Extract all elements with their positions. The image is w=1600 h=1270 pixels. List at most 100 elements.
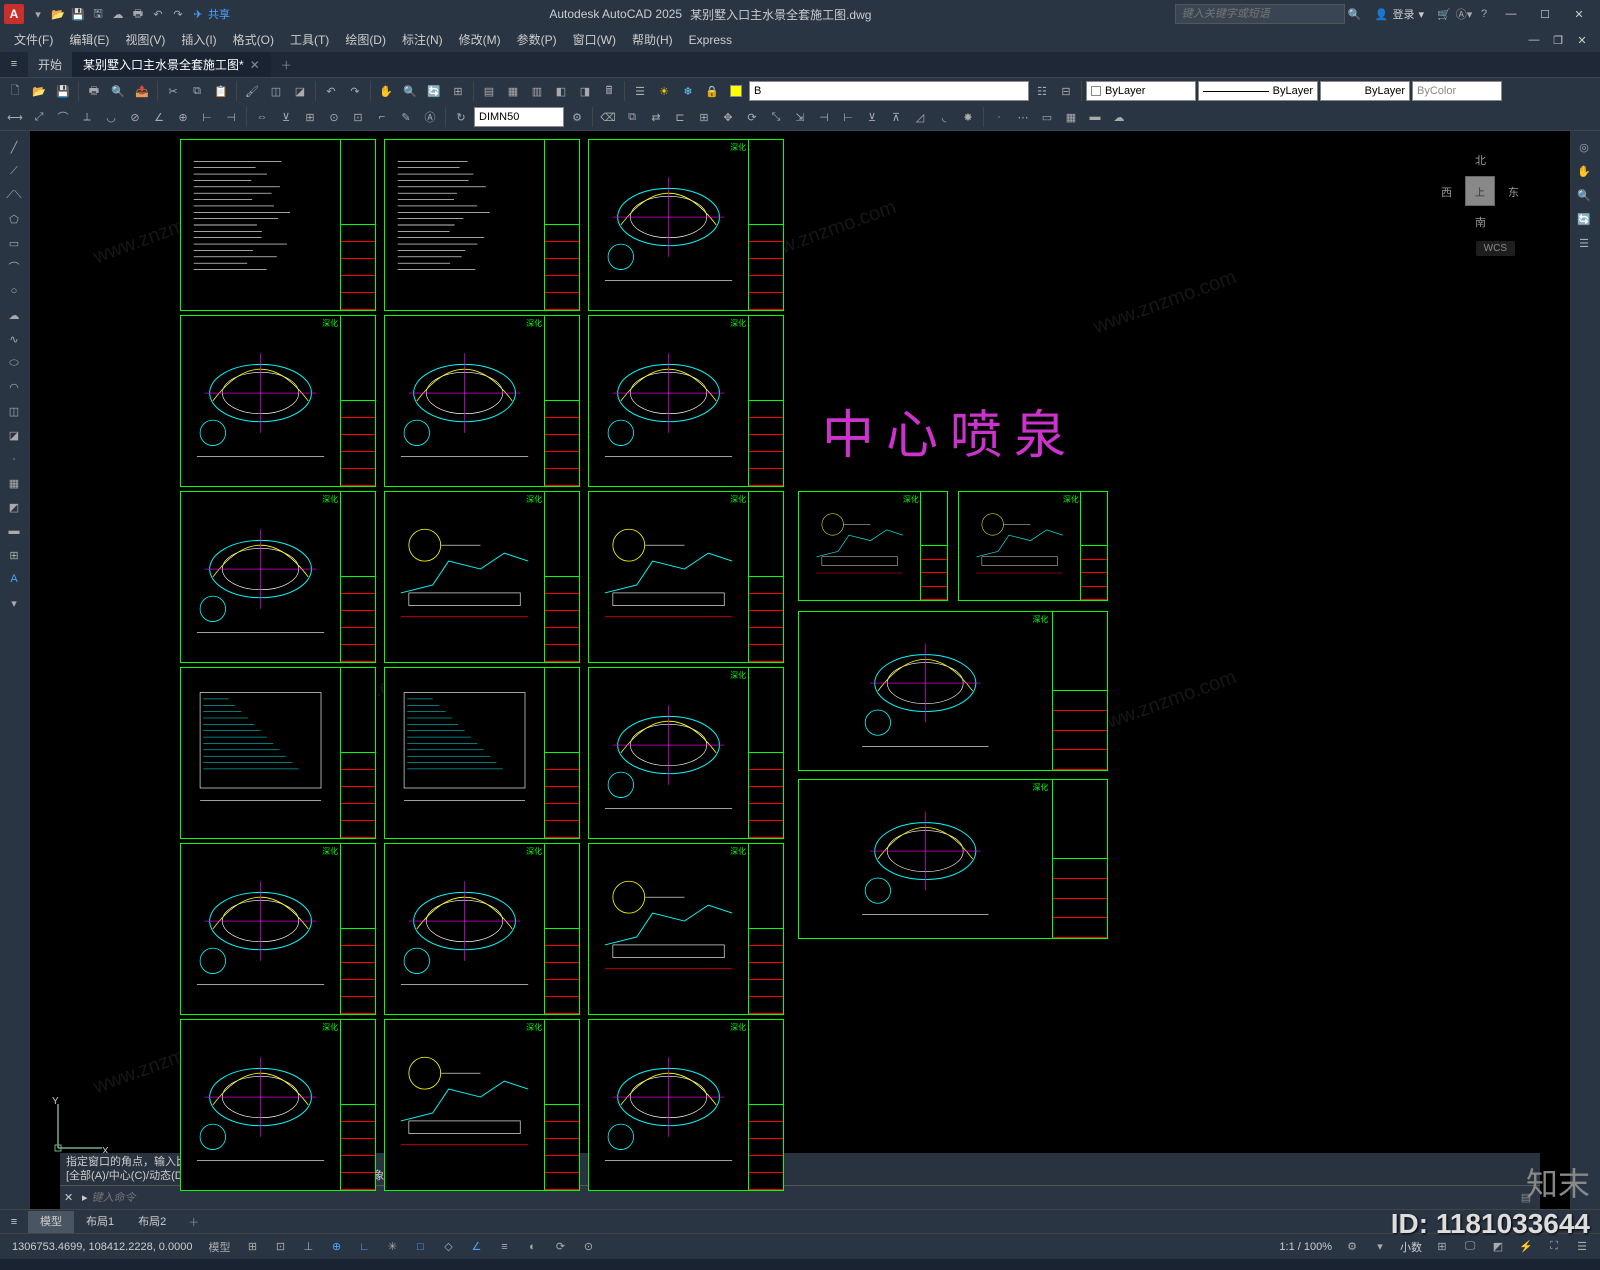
tb-new-icon[interactable]: 🗋: [4, 80, 26, 102]
draw-region-icon[interactable]: ▭: [1036, 106, 1058, 128]
draw-polygon-icon[interactable]: ⬠: [0, 207, 28, 231]
new-tab-button[interactable]: ＋: [271, 53, 302, 77]
plotstyle-dropdown[interactable]: ByColor: [1412, 81, 1502, 101]
status-otrack-icon[interactable]: ∠: [464, 1236, 488, 1258]
tb-paste-icon[interactable]: 📋: [210, 80, 232, 102]
nav-orbit-icon[interactable]: 🔄: [1570, 207, 1598, 231]
tb-publish-icon[interactable]: 📤: [131, 80, 153, 102]
login-button[interactable]: 👤 登录 ▾: [1375, 6, 1424, 22]
status-dynamic-icon[interactable]: ⊕: [324, 1236, 348, 1258]
tab-menu-icon[interactable]: ≡: [0, 51, 28, 77]
draw-ellarc-icon[interactable]: ◠: [0, 375, 28, 399]
dim-jog-icon[interactable]: ⌐: [371, 106, 393, 128]
dim-aligned-icon[interactable]: ⤢: [28, 106, 50, 128]
qat-web-icon[interactable]: ☁: [108, 4, 128, 24]
dim-update-icon[interactable]: ↻: [450, 106, 472, 128]
draw-hatch-icon[interactable]: ▦: [0, 471, 28, 495]
draw-block-icon[interactable]: ◪: [0, 423, 28, 447]
tb-sun-icon[interactable]: ☀: [653, 80, 675, 102]
mod-stretch-icon[interactable]: ⇲: [789, 106, 811, 128]
status-cycling-icon[interactable]: ⟳: [548, 1236, 572, 1258]
menu-modify[interactable]: 修改(M): [451, 28, 509, 52]
tb-color-icon[interactable]: [725, 80, 747, 102]
dim-angular-icon[interactable]: ∠: [148, 106, 170, 128]
help-search-input[interactable]: [1175, 4, 1345, 24]
cart-icon[interactable]: 🛒: [1434, 4, 1454, 24]
tb-zoom-icon[interactable]: 🔍: [399, 80, 421, 102]
search-icon[interactable]: 🔍: [1345, 4, 1365, 24]
linetype-dropdown[interactable]: ByLayer: [1198, 81, 1318, 101]
qat-undo-icon[interactable]: ↶: [148, 4, 168, 24]
qat-saveas-icon[interactable]: 🖫: [88, 4, 108, 24]
draw-insert-icon[interactable]: ◫: [0, 399, 28, 423]
mod-offset-icon[interactable]: ⊏: [669, 106, 691, 128]
help-icon[interactable]: ?: [1474, 4, 1494, 24]
tb-layermgr-icon[interactable]: ☷: [1031, 80, 1053, 102]
tab-document[interactable]: 某别墅入口主水景全套施工图*✕: [73, 52, 271, 77]
mod-chamfer-icon[interactable]: ◿: [909, 106, 931, 128]
tb-dcmgr-icon[interactable]: ◧: [550, 80, 572, 102]
layer-dropdown[interactable]: B: [749, 81, 1029, 101]
layout-tab-model[interactable]: 模型: [28, 1211, 74, 1233]
lineweight-dropdown[interactable]: ByLayer: [1320, 81, 1410, 101]
tb-layer-icon[interactable]: ☰: [629, 80, 651, 102]
status-model-icon[interactable]: 模型: [202, 1236, 236, 1258]
dim-diameter-icon[interactable]: ⊘: [124, 106, 146, 128]
tb-markup-icon[interactable]: ◨: [574, 80, 596, 102]
status-transp-icon[interactable]: ◐: [520, 1236, 544, 1258]
tb-redo-icon[interactable]: ↷: [344, 80, 366, 102]
mod-copy-icon[interactable]: ⧉: [621, 106, 643, 128]
nav-showmo-icon[interactable]: ☰: [1570, 231, 1598, 255]
menu-window[interactable]: 窗口(W): [565, 28, 624, 52]
tb-block2-icon[interactable]: ◪: [289, 80, 311, 102]
dim-inspect-icon[interactable]: ⊡: [347, 106, 369, 128]
viewcube-west[interactable]: 西: [1441, 184, 1452, 200]
qat-redo-icon[interactable]: ↷: [168, 4, 188, 24]
cmdline-close-icon[interactable]: ✕: [64, 1191, 82, 1204]
dim-quick-icon[interactable]: ⊕: [172, 106, 194, 128]
close-button[interactable]: ✕: [1562, 0, 1596, 28]
tb-sheet-icon[interactable]: ▦: [502, 80, 524, 102]
mod-erase-icon[interactable]: ⌫: [597, 106, 619, 128]
status-lwt-icon[interactable]: ≡: [492, 1236, 516, 1258]
draw-pline-icon[interactable]: ⟋⟍: [0, 183, 28, 207]
dim-style-icon[interactable]: ⚙: [566, 106, 588, 128]
draw-arc-icon[interactable]: ⌒: [0, 255, 28, 279]
tb-block-icon[interactable]: ◫: [265, 80, 287, 102]
mod-join-icon[interactable]: ⊼: [885, 106, 907, 128]
layout-menu-icon[interactable]: ≡: [0, 1216, 28, 1228]
tab-close-icon[interactable]: ✕: [250, 58, 260, 72]
tb-cut-icon[interactable]: ✂: [162, 80, 184, 102]
dim-linear-icon[interactable]: ⟷: [4, 106, 26, 128]
draw-point2-icon[interactable]: ·: [0, 447, 28, 471]
draw-ellipse-icon[interactable]: ⬭: [0, 351, 28, 375]
qat-share-icon[interactable]: ✈: [188, 4, 208, 24]
draw-revcloud-icon[interactable]: ☁: [0, 303, 28, 327]
dim-center-icon[interactable]: ⊙: [323, 106, 345, 128]
tb-match-icon[interactable]: 🖌: [241, 80, 263, 102]
layout-tab-1[interactable]: 布局1: [74, 1211, 126, 1233]
nav-zoom-icon[interactable]: 🔍: [1570, 183, 1598, 207]
mod-trim-icon[interactable]: ⊣: [813, 106, 835, 128]
dim-baseline-icon[interactable]: ⊢: [196, 106, 218, 128]
viewcube-east[interactable]: 东: [1508, 184, 1519, 200]
draw-divide-icon[interactable]: ⋯: [1012, 106, 1034, 128]
layout-tab-2[interactable]: 布局2: [126, 1211, 178, 1233]
doc-restore-button[interactable]: ❐: [1546, 28, 1570, 52]
draw-line-icon[interactable]: ╱: [0, 135, 28, 159]
nav-wheel-icon[interactable]: ◎: [1570, 135, 1598, 159]
draw-revcloud-icon[interactable]: ☁: [1108, 106, 1130, 128]
tb-orbit-icon[interactable]: 🔄: [423, 80, 445, 102]
tb-layerstate-icon[interactable]: ⊟: [1055, 80, 1077, 102]
menu-file[interactable]: 文件(F): [6, 28, 61, 52]
menu-format[interactable]: 格式(O): [225, 28, 282, 52]
draw-spline-icon[interactable]: ∿: [0, 327, 28, 351]
tb-freeze-icon[interactable]: ❄: [677, 80, 699, 102]
mod-move-icon[interactable]: ✥: [717, 106, 739, 128]
share-label[interactable]: 共享: [208, 6, 230, 22]
tb-zoomwin-icon[interactable]: ⊞: [447, 80, 469, 102]
menu-draw[interactable]: 绘图(D): [337, 28, 394, 52]
dim-radius-icon[interactable]: ◡: [100, 106, 122, 128]
qat-save-icon[interactable]: 💾: [68, 4, 88, 24]
mod-mirror-icon[interactable]: ⇄: [645, 106, 667, 128]
